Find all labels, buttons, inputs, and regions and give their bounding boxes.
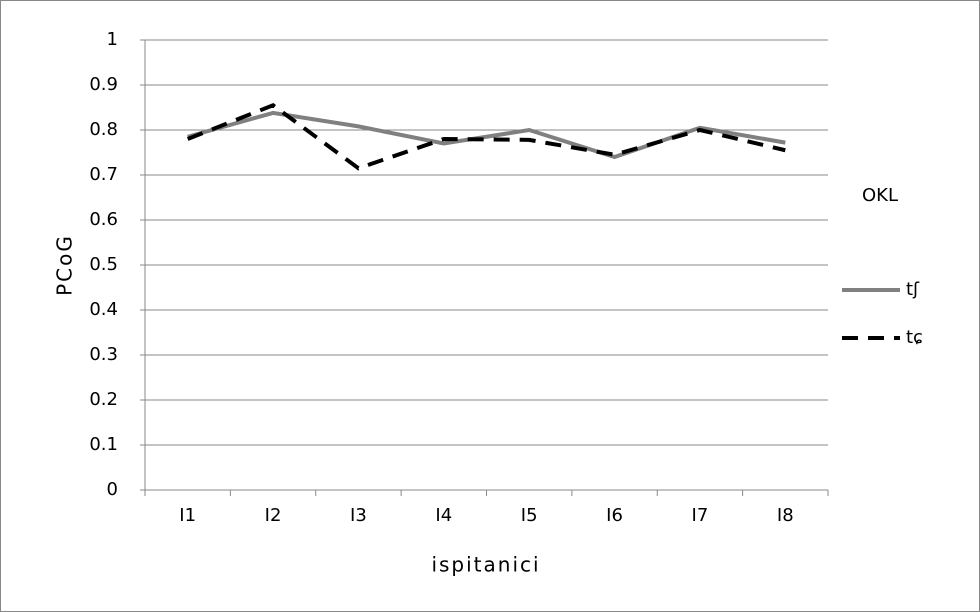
x-axis-label: ispitanici [431,553,540,577]
series-line [186,102,786,171]
y-tick-label: 0 [107,479,118,500]
y-tick-label: 0.7 [89,164,118,185]
y-tick-label: 0.8 [89,119,118,140]
x-tick-label: I3 [350,505,367,526]
y-tick-label: 0.1 [89,434,118,455]
x-tick-label: I2 [265,505,282,526]
y-tick-label: 0.4 [89,299,118,320]
x-tick-label: I6 [606,505,623,526]
legend-label: tɕ [906,327,923,348]
x-tick-label: I4 [435,505,452,526]
y-tick-label: 0.6 [89,209,118,230]
y-tick-label: 1 [107,29,118,50]
y-tick-label: 0.5 [89,254,118,275]
x-tick-label: I7 [692,505,709,526]
x-tick-label: I8 [777,505,794,526]
y-tick-label: 0.2 [89,389,118,410]
y-tick-label: 0.3 [89,344,118,365]
legend-title: OKL [862,185,898,206]
legend-label: tʃ [906,279,920,300]
x-tick-label: I5 [521,505,538,526]
y-axis-label: PCoG [53,234,77,296]
x-tick-label: I1 [179,505,196,526]
y-tick-label: 0.9 [89,74,118,95]
